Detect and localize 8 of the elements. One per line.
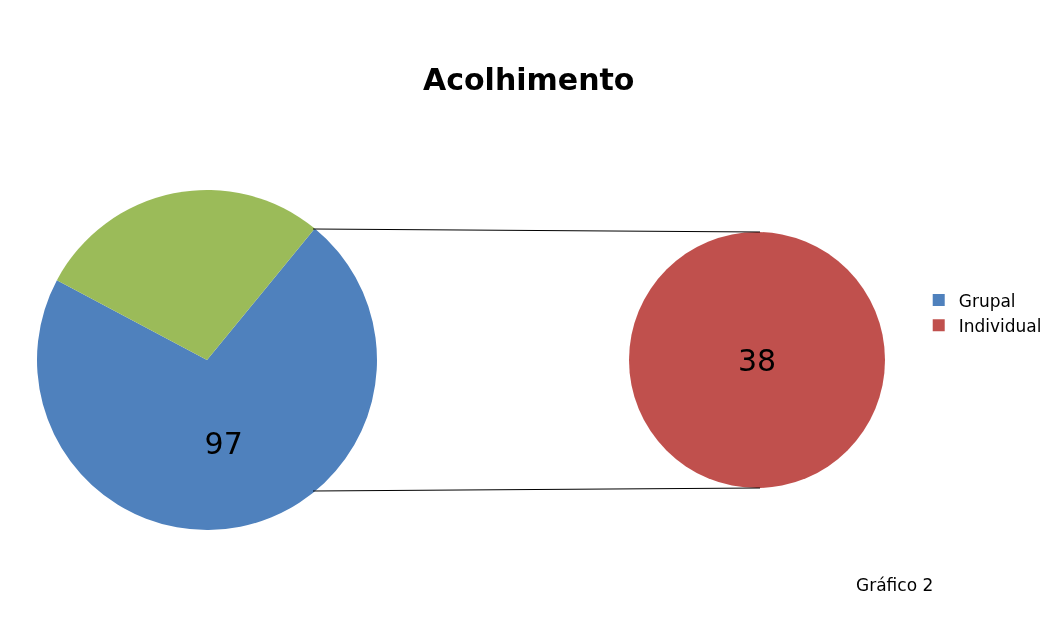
legend-label: Individual bbox=[958, 315, 1042, 336]
pie-slice bbox=[56, 190, 315, 360]
text: Gráfico 2 bbox=[856, 575, 934, 595]
chart-title: Acolhimento bbox=[423, 62, 635, 97]
pie-slice bbox=[37, 228, 377, 530]
legend-label: Grupal bbox=[958, 290, 1016, 311]
data-label: 38 bbox=[737, 342, 777, 378]
data-label: 97 bbox=[204, 425, 243, 461]
